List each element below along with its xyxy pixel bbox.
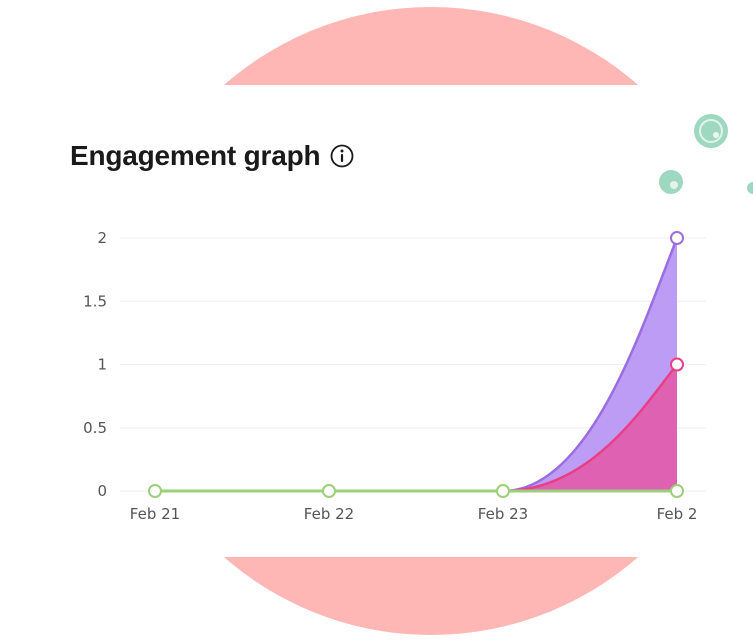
y-tick-label: 1 (97, 356, 107, 374)
y-axis-ticks: 0 0.5 1 1.5 2 (83, 229, 107, 500)
chart-title: Engagement graph (70, 140, 321, 171)
x-tick-label: Feb 22 (304, 505, 354, 523)
chart-header: Engagement graph (70, 140, 354, 172)
data-point-purple[interactable] (670, 231, 684, 245)
x-tick-label: Feb 21 (130, 505, 180, 523)
backdrop-circle-bottom (223, 557, 639, 635)
x-axis-ticks: Feb 21 Feb 22 Feb 23 Feb 2 (130, 505, 698, 523)
series-points (148, 231, 684, 498)
y-tick-label: 2 (97, 229, 107, 247)
x-tick-label: Feb 23 (478, 505, 528, 523)
data-point-green[interactable] (496, 484, 510, 498)
backdrop-circle-top (223, 7, 639, 85)
data-point-green[interactable] (322, 484, 336, 498)
data-point-green[interactable] (148, 484, 162, 498)
y-tick-label: 0.5 (83, 419, 107, 437)
avatar-bubble-edge-icon (747, 182, 753, 194)
info-icon[interactable] (330, 144, 354, 168)
y-tick-label: 0 (97, 482, 107, 500)
avatar-bubble-small-icon (659, 170, 683, 194)
x-tick-label: Feb 2 (657, 505, 698, 523)
data-point-pink[interactable] (670, 357, 684, 372)
y-tick-label: 1.5 (83, 292, 107, 310)
series-area-pink (155, 364, 677, 491)
avatar-bubble-icon (694, 114, 728, 148)
data-point-green[interactable] (670, 484, 684, 498)
series-areas (155, 238, 677, 491)
